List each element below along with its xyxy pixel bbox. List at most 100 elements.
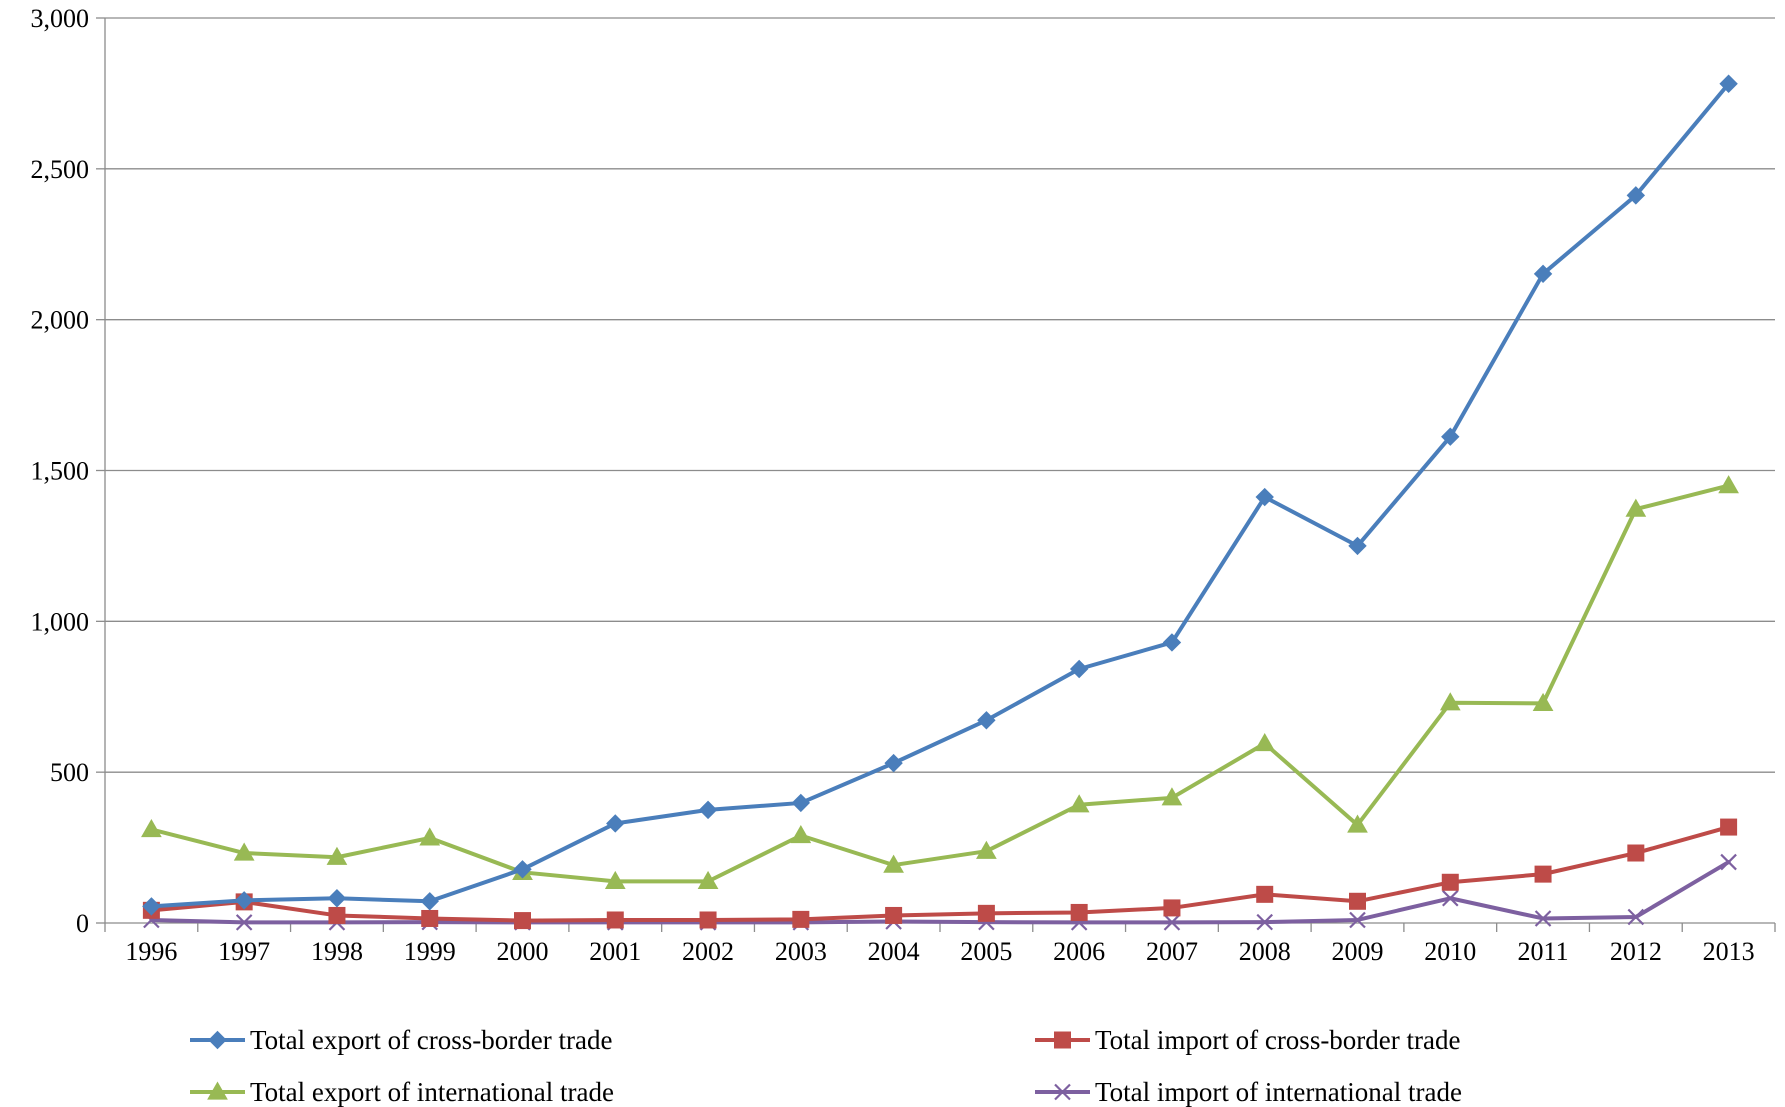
x-tick-label: 2000 — [497, 937, 549, 966]
x-tick-label: 1998 — [311, 937, 363, 966]
x-tick-label: 2011 — [1518, 937, 1569, 966]
data-point — [1162, 633, 1182, 652]
axes — [96, 17, 1776, 932]
legend-marker — [1054, 1031, 1071, 1049]
data-point — [1254, 733, 1276, 752]
y-tick-label: 2,500 — [31, 155, 90, 184]
y-tick-label: 2,000 — [31, 306, 90, 335]
x-tick-label: 2002 — [682, 937, 734, 966]
data-point — [1069, 659, 1089, 679]
x-tick-labels: 1996 1997 1998 1999 2000 2001 2002 2003 2004 2005… — [125, 937, 1754, 966]
data-point — [514, 912, 531, 930]
data-point — [1163, 899, 1181, 917]
data-point — [327, 889, 347, 908]
x-tick-label: 2008 — [1239, 937, 1291, 966]
gridlines — [105, 17, 1775, 773]
legend-label: Total export of cross-border trade — [250, 1025, 612, 1055]
legend-marker — [208, 1030, 227, 1050]
legend-marker — [207, 1081, 228, 1100]
x-tick-label: 2005 — [960, 937, 1012, 966]
data-point — [1720, 818, 1738, 836]
data-point — [1441, 427, 1460, 446]
series-line — [149, 825, 1731, 923]
data-point — [697, 870, 719, 889]
series-0 — [142, 74, 1738, 916]
series-line — [149, 81, 1731, 909]
data-point — [326, 846, 348, 865]
data-point — [141, 818, 162, 838]
data-point — [142, 897, 161, 916]
data-point — [790, 825, 812, 844]
series-1 — [142, 818, 1738, 930]
data-point — [1348, 536, 1367, 556]
x-tick-label: 2009 — [1332, 937, 1384, 966]
x-tick-label: 2006 — [1053, 937, 1105, 966]
data-point — [698, 800, 718, 820]
legend-label: Total import of cross-border trade — [1095, 1025, 1461, 1055]
data-point — [791, 793, 811, 813]
data-point — [1442, 889, 1459, 907]
legend-entry: Total import of international trade — [1035, 1077, 1462, 1107]
x-tick-label: 2001 — [589, 937, 641, 966]
data-point — [234, 891, 254, 910]
x-tick-label: 2003 — [775, 937, 827, 966]
data-point — [328, 906, 346, 924]
y-tick-label: 0 — [76, 909, 89, 938]
data-point — [1256, 885, 1274, 903]
data-point — [1532, 692, 1554, 712]
x-tick-label: 2004 — [868, 937, 920, 966]
data-point — [1349, 892, 1366, 910]
data-point — [1255, 487, 1274, 507]
data-point — [1161, 787, 1183, 806]
data-point — [233, 842, 255, 861]
legend-label: Total export of international trade — [250, 1077, 614, 1107]
series-2 — [141, 475, 1739, 889]
data-point — [1720, 853, 1737, 871]
x-tick-label: 2013 — [1703, 937, 1755, 966]
data-point — [606, 911, 624, 929]
data-point — [885, 906, 903, 924]
data-point — [699, 911, 717, 929]
legend-entry: Total import of cross-border trade — [1035, 1025, 1461, 1055]
data-point — [1349, 911, 1366, 929]
data-point — [976, 840, 997, 859]
legend-label: Total import of international trade — [1095, 1077, 1462, 1107]
data-point — [1625, 498, 1647, 517]
series-line — [149, 860, 1731, 925]
data-point — [1163, 914, 1181, 931]
data-point — [421, 909, 439, 927]
data-point — [1068, 794, 1090, 813]
data-point — [1534, 865, 1552, 883]
data-point — [1347, 814, 1368, 833]
data-point — [235, 914, 253, 931]
data-point — [977, 904, 995, 922]
data-point — [1718, 475, 1739, 494]
data-point — [1070, 903, 1088, 921]
data-point — [513, 860, 532, 879]
legend: Total export of cross-border trade Total … — [190, 1025, 1462, 1107]
x-tick-label: 2012 — [1610, 937, 1662, 966]
data-point — [1719, 74, 1738, 93]
data-point — [1441, 873, 1459, 891]
data-point — [1439, 692, 1461, 711]
x-tick-label: 1996 — [125, 937, 177, 966]
data-point — [1627, 908, 1645, 926]
legend-entry: Total export of cross-border trade — [190, 1025, 612, 1055]
x-tick-label: 2007 — [1146, 937, 1198, 966]
data-point — [1627, 844, 1645, 862]
x-tick-label: 1997 — [218, 937, 270, 966]
data-point — [1534, 910, 1552, 927]
data-point — [1626, 186, 1646, 205]
data-point — [884, 753, 903, 773]
y-tick-label: 3,000 — [31, 4, 90, 33]
y-tick-label: 1,000 — [31, 607, 90, 636]
series-layer — [141, 74, 1739, 931]
data-point — [883, 854, 904, 873]
legend-marker — [1054, 1083, 1071, 1101]
data-point — [1256, 913, 1273, 931]
series-line — [149, 483, 1731, 884]
legend-entry: Total export of international trade — [190, 1077, 614, 1107]
data-point — [606, 814, 625, 833]
y-tick-labels: 0 500 1,000 1,500 2,000 2,500 3,000 — [31, 4, 90, 938]
